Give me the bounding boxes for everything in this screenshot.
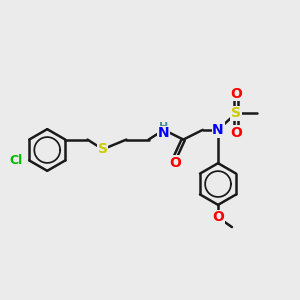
Text: O: O <box>230 126 242 140</box>
Text: N: N <box>158 126 170 140</box>
Text: S: S <box>98 142 108 156</box>
Text: Cl: Cl <box>9 154 22 167</box>
Text: S: S <box>231 106 241 120</box>
Text: O: O <box>169 156 181 170</box>
Text: N: N <box>212 123 224 137</box>
Text: O: O <box>230 87 242 101</box>
Text: H: H <box>159 122 169 131</box>
Text: O: O <box>212 210 224 224</box>
